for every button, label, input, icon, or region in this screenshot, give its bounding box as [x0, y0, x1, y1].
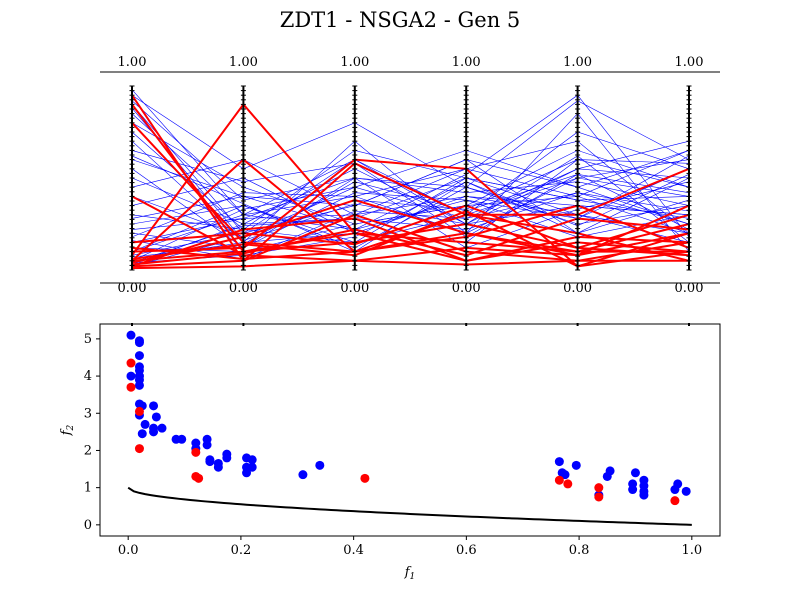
scatter-frame [99, 323, 721, 537]
x-tick-label-5: 1.0 [681, 543, 702, 558]
scatter-point-blue-45 [605, 466, 615, 476]
pc-axis-5-top-label: 1.00 [675, 55, 704, 70]
x-tick-label-0: 0.0 [118, 543, 139, 558]
x-tick-label-1: 0.2 [231, 543, 252, 558]
scatter-point-blue-38 [315, 460, 325, 470]
scatter-point-blue-16 [151, 412, 161, 422]
x-tick-label-3: 0.6 [456, 543, 477, 558]
scatter-point-blue-1 [126, 371, 136, 381]
pc-axis-3-bottom-label: 0.00 [452, 281, 481, 296]
scatter-point-blue-34 [242, 468, 252, 478]
pc-line-red-10 [131, 217, 690, 266]
x-tick-label-4: 0.8 [569, 543, 590, 558]
pc-line-blue-34 [131, 107, 690, 243]
scatter-point-red-7 [360, 473, 370, 483]
scatter-point-blue-13 [140, 419, 150, 429]
pc-line-blue-33 [131, 89, 690, 238]
scatter-point-red-8 [554, 475, 564, 485]
scatter-point-blue-14 [137, 429, 147, 439]
pc-line-red-3 [131, 195, 690, 262]
pc-line-red-14 [131, 222, 690, 262]
scatter-point-blue-35 [247, 455, 257, 465]
pc-line-blue-11 [131, 131, 690, 243]
scatter-point-blue-47 [628, 485, 638, 495]
pc-axis-0-top-label: 1.00 [118, 55, 147, 70]
scatter-point-blue-48 [630, 468, 640, 478]
pc-axis-1-top-label: 1.00 [229, 55, 258, 70]
scatter-point-red-10 [594, 483, 604, 493]
scatter-point-blue-54 [673, 479, 683, 489]
pc-line-red-4 [131, 102, 690, 262]
pc-line-blue-17 [131, 150, 690, 256]
pareto-front-line [127, 486, 692, 526]
scatter-point-blue-9 [134, 380, 144, 390]
scatter-point-blue-41 [560, 470, 570, 480]
scatter-point-blue-0 [126, 330, 136, 340]
scatter-point-blue-27 [205, 457, 215, 467]
pc-axis-5-bottom-label: 0.00 [675, 281, 704, 296]
scatter-point-blue-19 [157, 423, 167, 433]
pc-line-blue-27 [131, 94, 690, 238]
pc-line-blue-8 [131, 150, 690, 238]
pc-axis-3-top-label: 1.00 [452, 55, 481, 70]
pc-axis-4-top-label: 1.00 [563, 55, 592, 70]
x-tick-label-2: 0.4 [343, 543, 364, 558]
pc-line-red-7 [131, 162, 690, 268]
scatter-point-blue-18 [149, 427, 159, 437]
scatter-point-blue-3 [134, 338, 144, 348]
x-axis-label: f1 [404, 565, 416, 582]
pc-axis-2-top-label: 1.00 [340, 55, 369, 70]
y-tick-label-0: 0 [84, 518, 92, 533]
pc-axis-2-bottom-label: 0.00 [340, 281, 369, 296]
scatter-point-red-2 [134, 406, 144, 416]
pc-line-red-15 [131, 204, 690, 260]
pc-line-blue-23 [131, 100, 690, 206]
pc-axis-0-bottom-label: 0.00 [118, 281, 147, 296]
pc-line-blue-28 [131, 177, 690, 249]
y-tick-label-1: 1 [84, 481, 92, 496]
scatter-point-blue-4 [134, 351, 144, 361]
scatter-point-blue-55 [681, 486, 691, 496]
scatter-point-red-6 [194, 473, 204, 483]
pc-line-blue-0 [131, 94, 690, 188]
scatter-point-blue-15 [149, 401, 159, 411]
pc-line-red-8 [131, 199, 690, 264]
scatter-point-red-4 [191, 447, 201, 457]
scatter-point-blue-52 [639, 490, 649, 500]
y-tick-label-2: 2 [84, 443, 92, 458]
scatter-point-blue-42 [571, 460, 581, 470]
y-tick-label-5: 5 [84, 332, 92, 347]
scatter-point-blue-29 [213, 462, 223, 472]
scatter-point-blue-21 [177, 434, 187, 444]
scatter-point-blue-31 [222, 453, 232, 463]
scatter-point-red-3 [134, 444, 144, 454]
scatter-point-red-0 [126, 358, 136, 368]
pc-axis-1-bottom-label: 0.00 [229, 281, 258, 296]
scatter-point-red-11 [594, 492, 604, 502]
scatter-point-blue-37 [298, 470, 308, 480]
y-tick-label-4: 4 [84, 369, 92, 384]
y-axis-label: f2 [59, 424, 76, 436]
pc-line-red-12 [131, 259, 689, 270]
figure-title: ZDT1 - NSGA2 - Gen 5 [279, 8, 521, 32]
pc-line-red-13 [131, 217, 690, 268]
scatter-point-red-1 [126, 382, 136, 392]
scatter-point-red-9 [563, 479, 573, 489]
pc-axis-4-bottom-label: 0.00 [563, 281, 592, 296]
scatter-point-red-12 [670, 496, 680, 506]
scatter-point-blue-36 [247, 462, 257, 472]
y-tick-label-3: 3 [84, 406, 92, 421]
scatter-point-blue-39 [554, 457, 564, 467]
scatter-point-blue-25 [202, 440, 212, 450]
